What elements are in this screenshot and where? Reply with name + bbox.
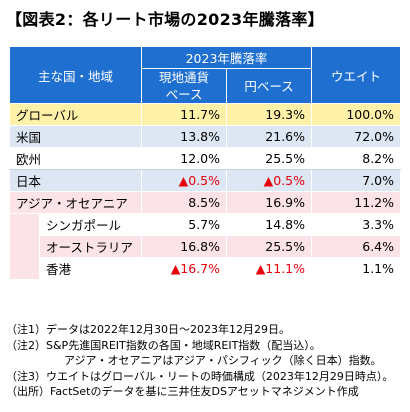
- row-name: オーストラリア: [38, 235, 143, 258]
- row-name: グローバル: [8, 103, 143, 126]
- row-weight: 11.2%: [311, 191, 402, 214]
- header-yen: 円ベース: [226, 68, 313, 104]
- row-local-return: 12.0%: [141, 147, 228, 170]
- header-weight: ウエイト: [311, 46, 402, 104]
- note-2-continued: アジア・オセアニアはアジア・パシフィック（除く日本）指数。: [64, 354, 382, 367]
- row-local-return: 16.8%: [141, 235, 228, 258]
- row-name: 米国: [8, 125, 143, 148]
- indent-cell: [9, 213, 40, 280]
- row-weight: 3.3%: [311, 213, 402, 236]
- row-weight: 1.1%: [311, 257, 402, 280]
- reit-performance-table: 主な国・地域 2023年騰落率 ウエイト 現地通貨 ベース 円ベース グローバル …: [8, 46, 402, 280]
- row-local-return: 13.8%: [141, 125, 228, 148]
- row-yen-return: ▲11.1%: [226, 257, 313, 280]
- row-yen-return: 16.9%: [226, 191, 313, 214]
- header-return-2023: 2023年騰落率: [141, 46, 313, 69]
- row-yen-return: 25.5%: [226, 235, 313, 258]
- row-weight: 7.0%: [311, 169, 402, 192]
- table-row-asia-oceania: アジア・オセアニア 8.5% 16.9% 11.2%: [8, 191, 402, 214]
- row-local-return: 8.5%: [141, 191, 228, 214]
- header-local-currency: 現地通貨 ベース: [141, 68, 228, 104]
- row-weight: 6.4%: [311, 235, 402, 258]
- footnotes: （注1）データは2022年12月30日～2023年12月29日。 （注2）S&P…: [6, 322, 393, 400]
- table-row-hongkong: 香港 ▲16.7% ▲11.1% 1.1%: [10, 257, 402, 280]
- row-yen-return: 19.3%: [226, 103, 313, 126]
- row-yen-return: 14.8%: [226, 213, 313, 236]
- row-name: 日本: [8, 169, 143, 192]
- row-local-return: 11.7%: [141, 103, 228, 126]
- row-yen-return: 21.6%: [226, 125, 313, 148]
- header-region: 主な国・地域: [8, 46, 143, 104]
- table-row-global: グローバル 11.7% 19.3% 100.0%: [8, 103, 402, 126]
- table-row-europe: 欧州 12.0% 25.5% 8.2%: [8, 147, 402, 170]
- note-2: （注2）S&P先進国REIT指数の各国・地域REIT指数（配当込）。: [6, 338, 321, 352]
- row-name: シンガポール: [38, 213, 143, 236]
- table-row-singapore: シンガポール 5.7% 14.8% 3.3%: [9, 213, 402, 280]
- row-local-return: 5.7%: [141, 213, 228, 236]
- row-name: 欧州: [8, 147, 143, 170]
- row-weight: 8.2%: [311, 147, 402, 170]
- table-row-australia: オーストラリア 16.8% 25.5% 6.4%: [10, 235, 402, 258]
- row-name: アジア・オセアニア: [8, 191, 143, 214]
- note-1: （注1）データは2022年12月30日～2023年12月29日。: [6, 323, 290, 336]
- source-note: （出所）FactSetのデータを基に三井住友DSアセットマネジメント作成: [6, 385, 359, 398]
- row-name: 香港: [38, 257, 143, 280]
- figure-title: 【図表2：各リート市場の2023年騰落率】: [6, 10, 324, 29]
- note-3: （注3）ウエイトはグローバル・リートの時価構成（2023年12月29日時点）。: [6, 369, 394, 383]
- row-yen-return: 25.5%: [226, 147, 313, 170]
- table-row-us: 米国 13.8% 21.6% 72.0%: [8, 125, 402, 148]
- table-row-japan: 日本 ▲0.5% ▲0.5% 7.0%: [8, 169, 402, 192]
- row-local-return: ▲16.7%: [141, 257, 228, 280]
- row-weight: 72.0%: [311, 125, 402, 148]
- row-yen-return: ▲0.5%: [226, 169, 313, 192]
- row-local-return: ▲0.5%: [141, 169, 228, 192]
- row-weight: 100.0%: [311, 103, 402, 126]
